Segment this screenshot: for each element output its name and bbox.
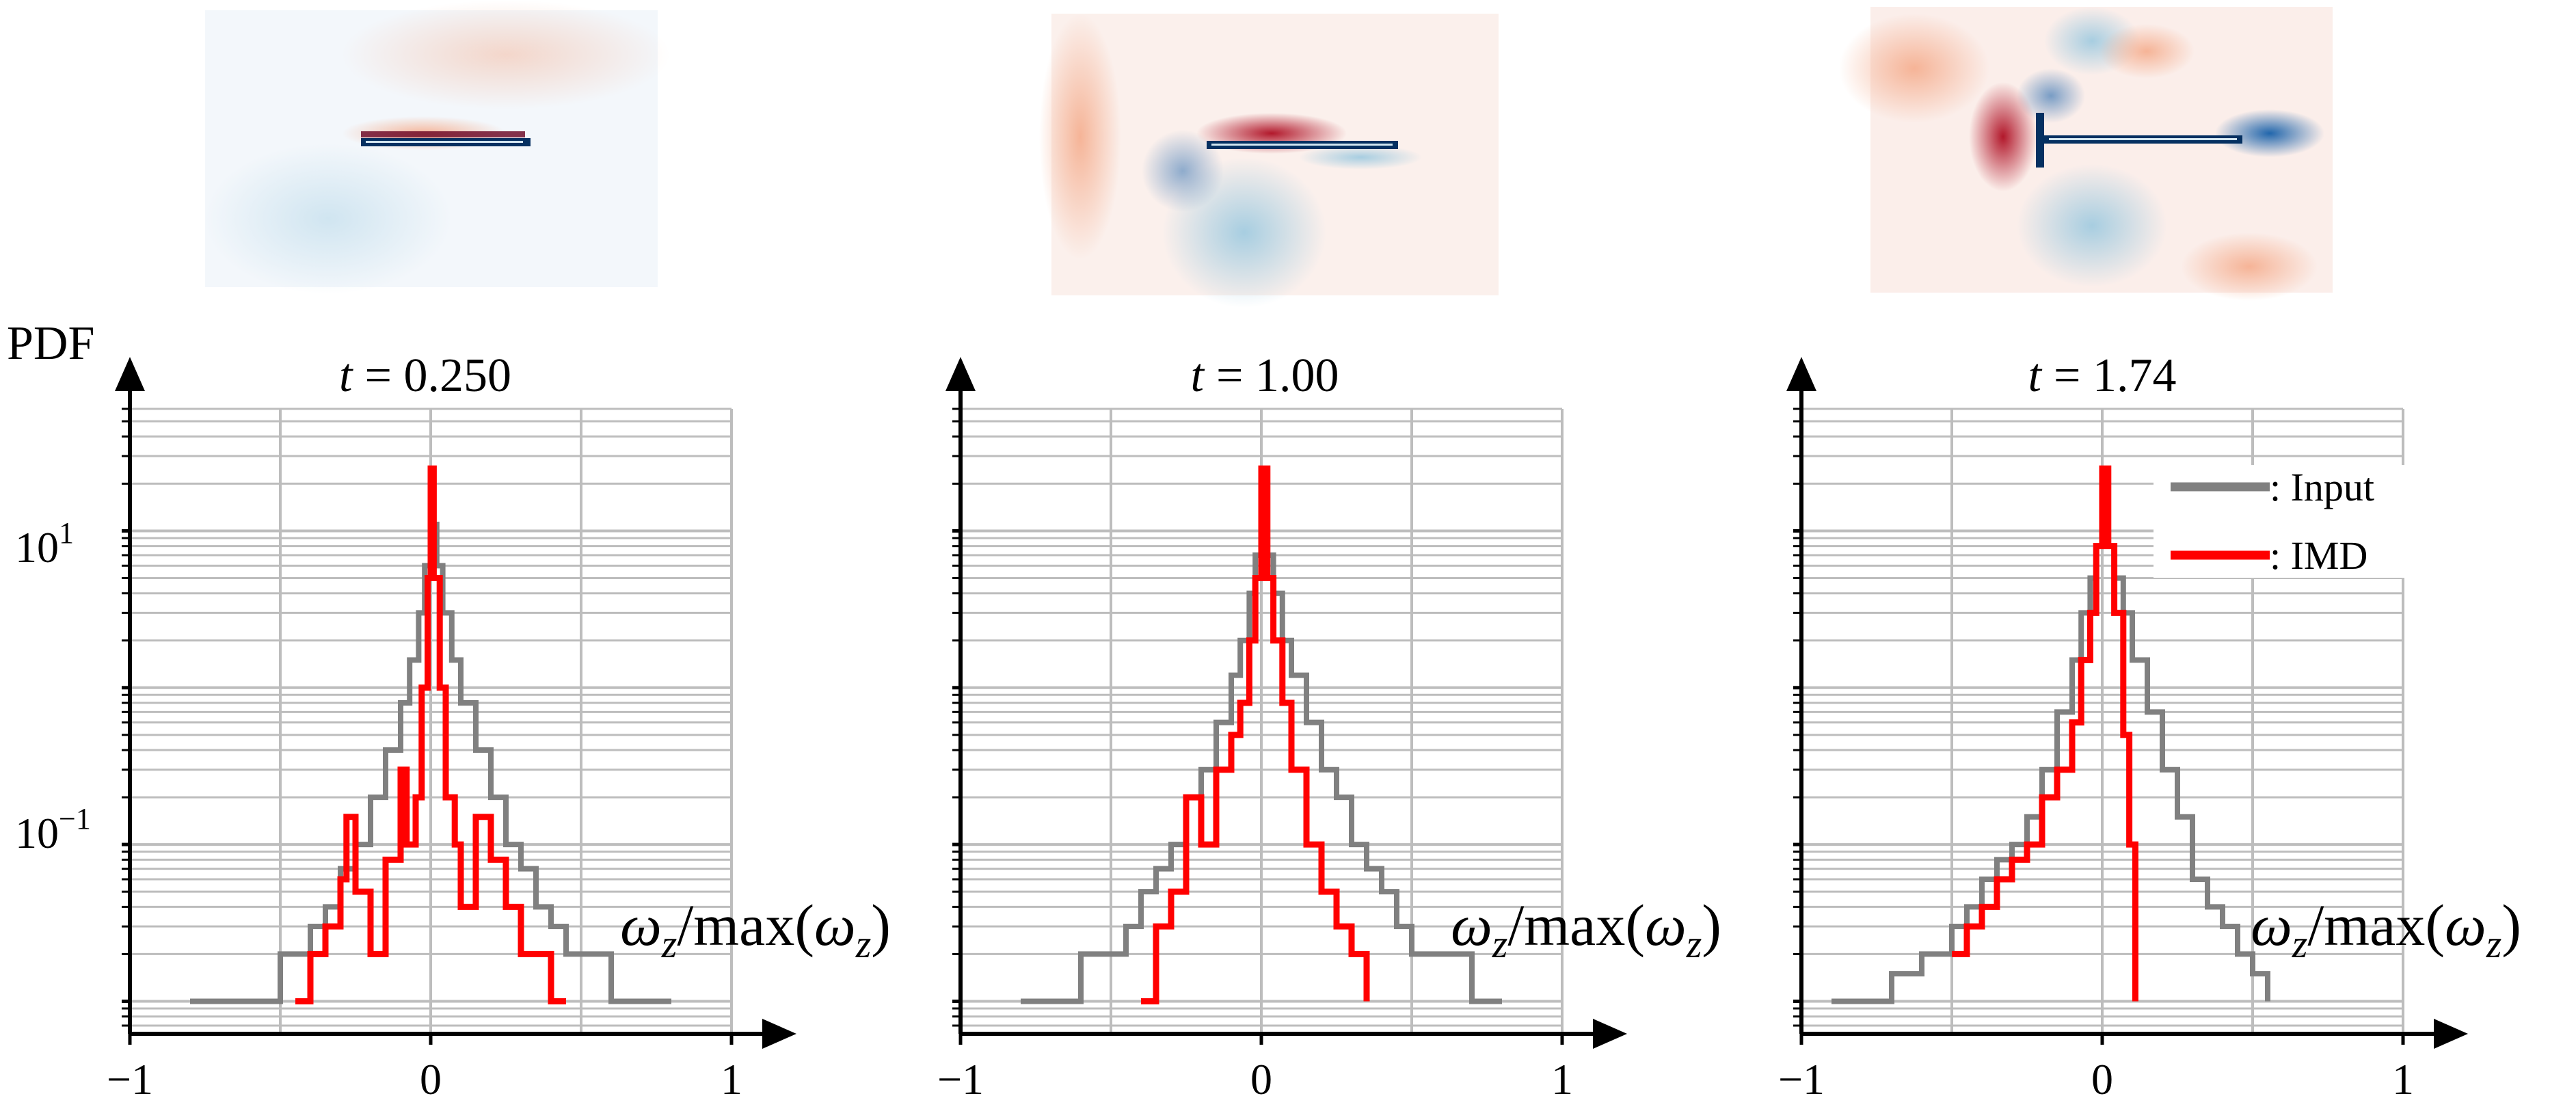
x-label-subscript: z [2292,922,2308,966]
grid [959,407,1564,1034]
x-axis-label: ωz/max(ωz) [620,892,891,966]
y-axis-arrow [1786,357,1816,391]
x-label-part: ) [871,892,891,958]
panel-title: t = 1.74 [2028,349,2177,402]
y-axis-label: PDF [7,317,94,370]
y-tick-exponent: 1 [59,516,74,550]
title-variable: t [339,349,353,402]
legend-label-input: : Input [2270,465,2374,509]
x-tick-label: −1 [107,1055,153,1104]
field-thumbnail-2 [1039,14,1499,308]
series [1021,465,1502,1004]
x-tick-label: 1 [2392,1055,2414,1104]
x-tick-label: 0 [420,1055,442,1104]
svg-text:10−1: 10−1 [15,802,91,857]
x-tick-label: −1 [1778,1055,1825,1104]
x-axis-label: ωz/max(ωz) [1451,892,1721,966]
y-tick-exponent: −1 [59,802,91,836]
x-axis-arrow [2434,1019,2468,1049]
x-tick-label: 0 [1250,1055,1272,1104]
title-value: = 1.74 [2054,349,2176,402]
title-value: = 1.00 [1216,349,1339,402]
title-variable: t [1191,349,1205,402]
x-label-part: ω [2251,892,2292,958]
y-axis-arrow [945,357,976,391]
series-line-imd [1141,465,1370,1004]
x-tick-label: −1 [937,1055,984,1104]
x-label-subscript: z [1686,922,1702,966]
x-tick-label: 1 [1551,1055,1573,1104]
x-label-subscript: z [855,922,872,966]
x-tick-label: 0 [2091,1055,2113,1104]
x-label-part: ω [1451,892,1492,958]
x-label-part: /max( [2307,892,2445,958]
axes: −1 0 1 [107,357,796,1104]
field-thumbnail-1 [205,0,670,294]
svg-text:101: 101 [15,516,74,572]
x-label-part: ω [814,892,856,958]
x-axis-arrow [762,1019,796,1049]
x-label-part: /max( [1507,892,1645,958]
series-line-input [1832,521,2270,1004]
y-tick-label-10-minus1: 10−1 [15,802,91,857]
chart-panel-2: −1 0 1 t = 1.00 ωz/max(ωz) [937,349,1721,1104]
x-axis-arrow [1593,1019,1627,1049]
y-tick-base: 10 [15,523,59,572]
series [1832,465,2270,1004]
series [190,465,671,1004]
x-label-part: /max( [677,892,814,958]
x-axis-label: ωz/max(ωz) [2251,892,2521,966]
x-label-part: ) [1702,892,1721,958]
series-line-imd [295,465,566,1004]
axes: −1 0 1 [937,357,1627,1104]
title-variable: t [2028,349,2043,402]
x-label-part: ω [2445,892,2486,958]
chart-panel-1: −1 0 1 t = 0.250 ωz/max(ωz) [107,349,891,1104]
y-axis-arrow [115,357,145,391]
x-label-part: ) [2501,892,2521,958]
x-label-subscript: z [1492,922,1508,966]
legend: : Input : IMD [2154,465,2420,578]
x-tick-label: 1 [721,1055,742,1104]
legend-label-imd: : IMD [2270,533,2367,578]
y-tick-base: 10 [15,809,59,857]
panel-title: t = 1.00 [1191,349,1339,402]
title-value: = 0.250 [364,349,511,402]
series-line-imd [1952,465,2138,1002]
x-label-part: ω [1645,892,1687,958]
axes: −1 0 1 [1778,357,2468,1104]
x-label-subscript: z [2486,922,2502,966]
y-tick-label-10-1: 101 [15,516,74,572]
panel-title: t = 0.250 [339,349,511,402]
chart-panel-3: −1 0 1 t = 1.74 ωz/max(ωz) : Input : IMD [1778,349,2521,1104]
x-label-part: ω [620,892,662,958]
field-thumbnail-3 [1839,7,2333,301]
x-label-subscript: z [661,922,677,966]
